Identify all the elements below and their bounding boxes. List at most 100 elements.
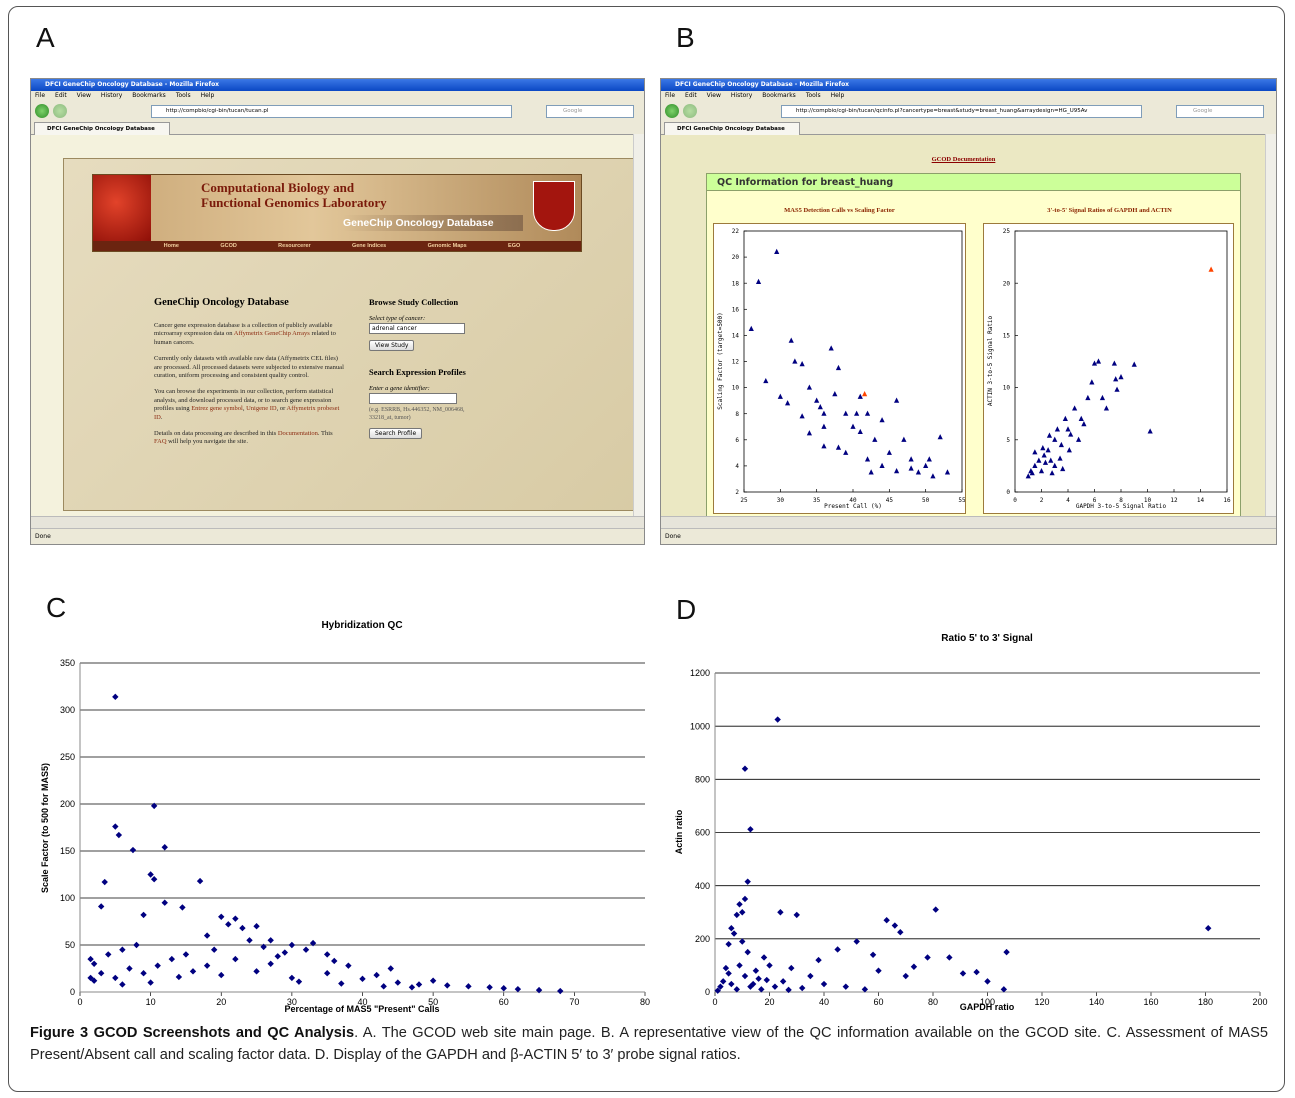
data-point [246,937,252,943]
data-point [204,932,210,938]
data-point [133,942,139,948]
data-point [843,983,849,989]
data-point [984,978,990,984]
data-point [87,956,93,962]
data-point [102,879,108,885]
x-tick-label: 0 [712,997,717,1007]
data-point [183,951,189,957]
data-point [753,968,759,974]
x-tick-label: 200 [1252,997,1267,1007]
data-point [444,982,450,988]
data-point [870,952,876,958]
x-tick-label: 80 [928,997,938,1007]
x-tick-label: 30 [287,997,297,1007]
data-point [105,951,111,957]
data-point [725,970,731,976]
data-point [147,871,153,877]
data-point [745,878,751,884]
data-point [821,981,827,987]
data-point [720,978,726,984]
y-tick-label: 400 [695,881,710,891]
y-tick-label: 150 [60,846,75,856]
x-tick-label: 160 [1143,997,1158,1007]
data-point [154,962,160,968]
x-tick-label: 140 [1089,997,1104,1007]
data-point [777,909,783,915]
data-point [725,941,731,947]
data-point [91,961,97,967]
data-point [747,826,753,832]
data-point [112,694,118,700]
data-point [772,983,778,989]
data-point [1003,949,1009,955]
data-point [331,958,337,964]
x-tick-label: 40 [819,997,829,1007]
x-tick-label: 20 [764,997,774,1007]
data-point [275,953,281,959]
x-tick-label: 10 [146,997,156,1007]
data-point [395,979,401,985]
data-point [345,962,351,968]
data-point [176,974,182,980]
data-point [179,904,185,910]
data-point [766,962,772,968]
data-point [1205,925,1211,931]
data-point [736,962,742,968]
data-point [815,957,821,963]
data-point [289,975,295,981]
data-point [204,962,210,968]
x-tick-label: 60 [499,997,509,1007]
data-point [515,986,521,992]
data-point [197,878,203,884]
data-point [98,970,104,976]
charts: Hybridization QCPercentage of MAS5 "Pres… [0,0,1295,1020]
data-point [834,946,840,952]
data-point [430,978,436,984]
data-point [140,970,146,976]
data-point [728,925,734,931]
data-point [169,956,175,962]
caption-title: Figure 3 GCOD Screenshots and QC Analysi… [30,1025,354,1041]
data-point [239,925,245,931]
data-point [147,979,153,985]
data-point [745,949,751,955]
caption: Figure 3 GCOD Screenshots and QC Analysi… [30,1022,1268,1066]
x-tick-label: 0 [77,997,82,1007]
x-tick-label: 70 [569,997,579,1007]
data-point [232,956,238,962]
x-tick-label: 80 [640,997,650,1007]
data-point [764,977,770,983]
data-point [739,909,745,915]
data-point [416,981,422,987]
data-point [253,968,259,974]
data-point [282,949,288,955]
data-point [788,965,794,971]
data-point [116,832,122,838]
data-point [130,847,136,853]
y-tick-label: 0 [70,987,75,997]
y-tick-label: 200 [60,799,75,809]
x-tick-label: 20 [216,997,226,1007]
data-point [140,912,146,918]
data-point [794,912,800,918]
y-tick-label: 600 [695,828,710,838]
data-point [501,985,507,991]
x-tick-label: 50 [428,997,438,1007]
data-point [875,968,881,974]
data-point [755,976,761,982]
data-point [324,970,330,976]
data-point [126,965,132,971]
data-point [373,972,379,978]
data-point [289,942,295,948]
figure: A B C D Computational Biology and Functi… [0,0,1295,1098]
data-point [119,981,125,987]
data-point [973,969,979,975]
data-point [911,964,917,970]
data-point [731,930,737,936]
x-tick-label: 40 [357,997,367,1007]
data-point [380,983,386,989]
data-point [807,973,813,979]
data-point [799,985,805,991]
data-point [854,938,860,944]
y-tick-label: 250 [60,752,75,762]
